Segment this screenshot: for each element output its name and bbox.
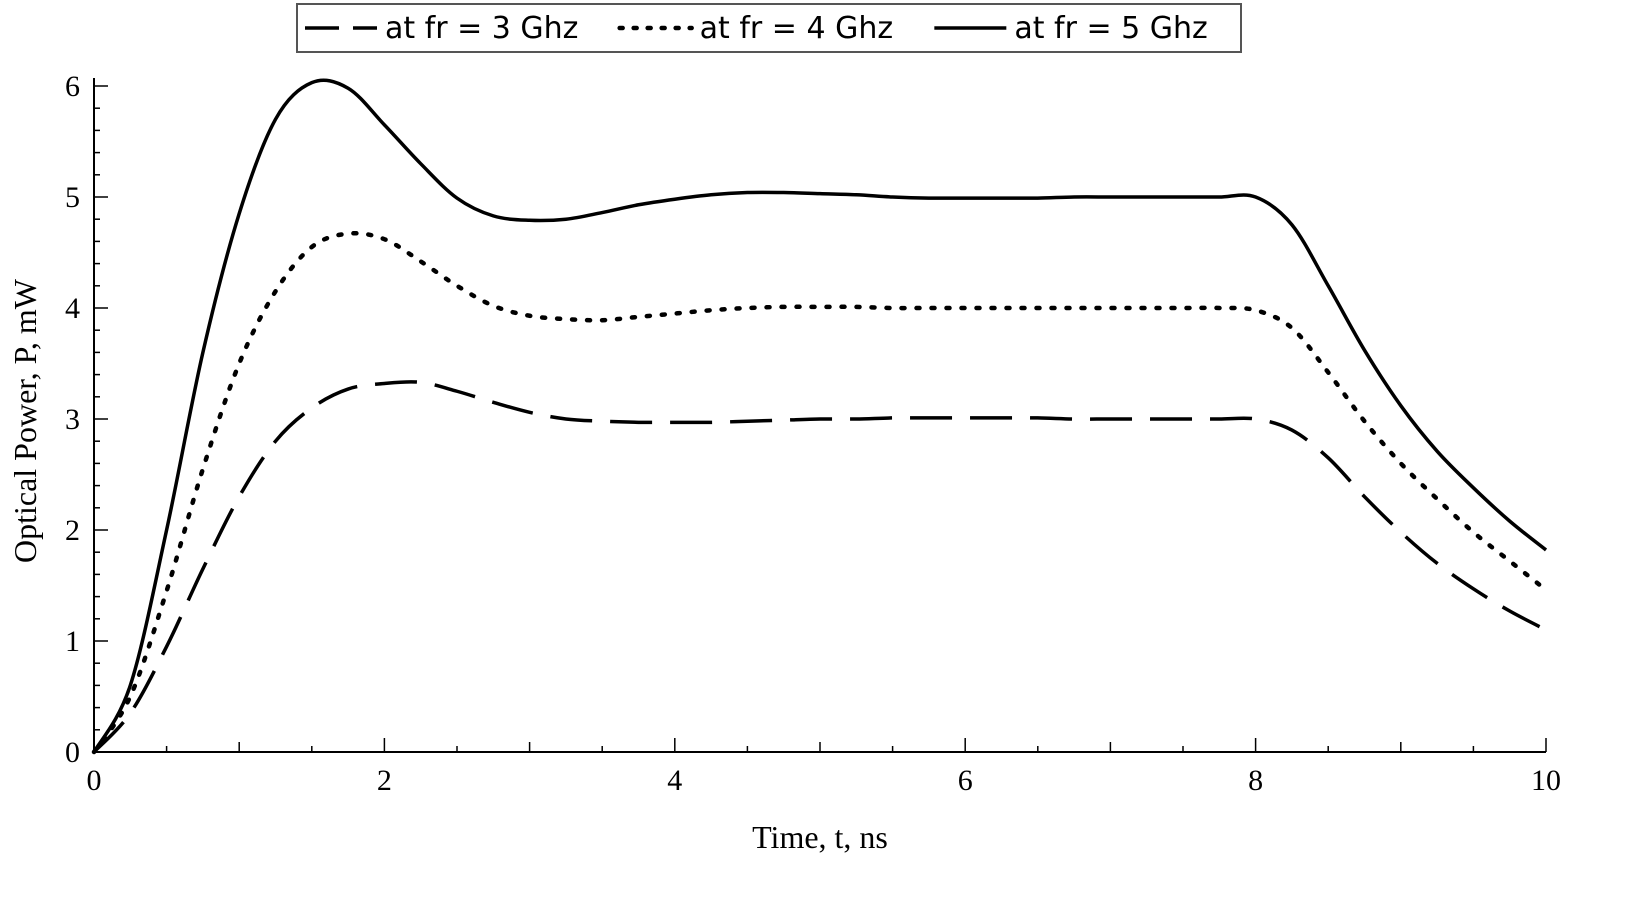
axes: 0 2 4 6 8 10 0 1 2 3 4 5 6	[65, 70, 1561, 797]
y-tick-label: 6	[65, 70, 80, 103]
y-tick-label: 0	[65, 736, 80, 769]
series-line-1	[92, 380, 1547, 754]
series-group	[91, 78, 1549, 755]
x-tick-label: 0	[87, 764, 102, 797]
y-axis-title: Optical Power, P, mW	[7, 278, 43, 563]
series-line-2	[91, 231, 1549, 755]
x-ticks: 0 2 4 6 8 10	[87, 738, 1561, 797]
y-tick-label: 3	[65, 403, 80, 436]
y-ticks: 0 1 2 3 4 5 6	[65, 70, 108, 769]
x-axis-title: Time, t, ns	[752, 819, 888, 855]
x-tick-label: 4	[667, 764, 682, 797]
y-tick-label: 2	[65, 514, 80, 547]
x-tick-label: 10	[1531, 764, 1561, 797]
legend-label-3: at fr = 5 Ghz	[1014, 11, 1207, 46]
x-tick-label: 6	[958, 764, 973, 797]
legend-label-1: at fr = 3 Ghz	[385, 11, 578, 46]
y-tick-label: 5	[65, 181, 80, 214]
y-tick-label: 1	[65, 625, 80, 658]
legend: at fr = 3 Ghz at fr = 4 Ghz at fr = 5 Ghz	[296, 3, 1242, 53]
x-tick-label: 2	[377, 764, 392, 797]
legend-box	[296, 3, 1242, 53]
legend-label-2: at fr = 4 Ghz	[700, 11, 893, 46]
series-line-3	[92, 78, 1548, 753]
x-tick-label: 8	[1248, 764, 1263, 797]
legend-items: at fr = 3 Ghz at fr = 4 Ghz at fr = 5 Ghz	[305, 11, 1208, 46]
y-tick-label: 4	[65, 292, 80, 325]
